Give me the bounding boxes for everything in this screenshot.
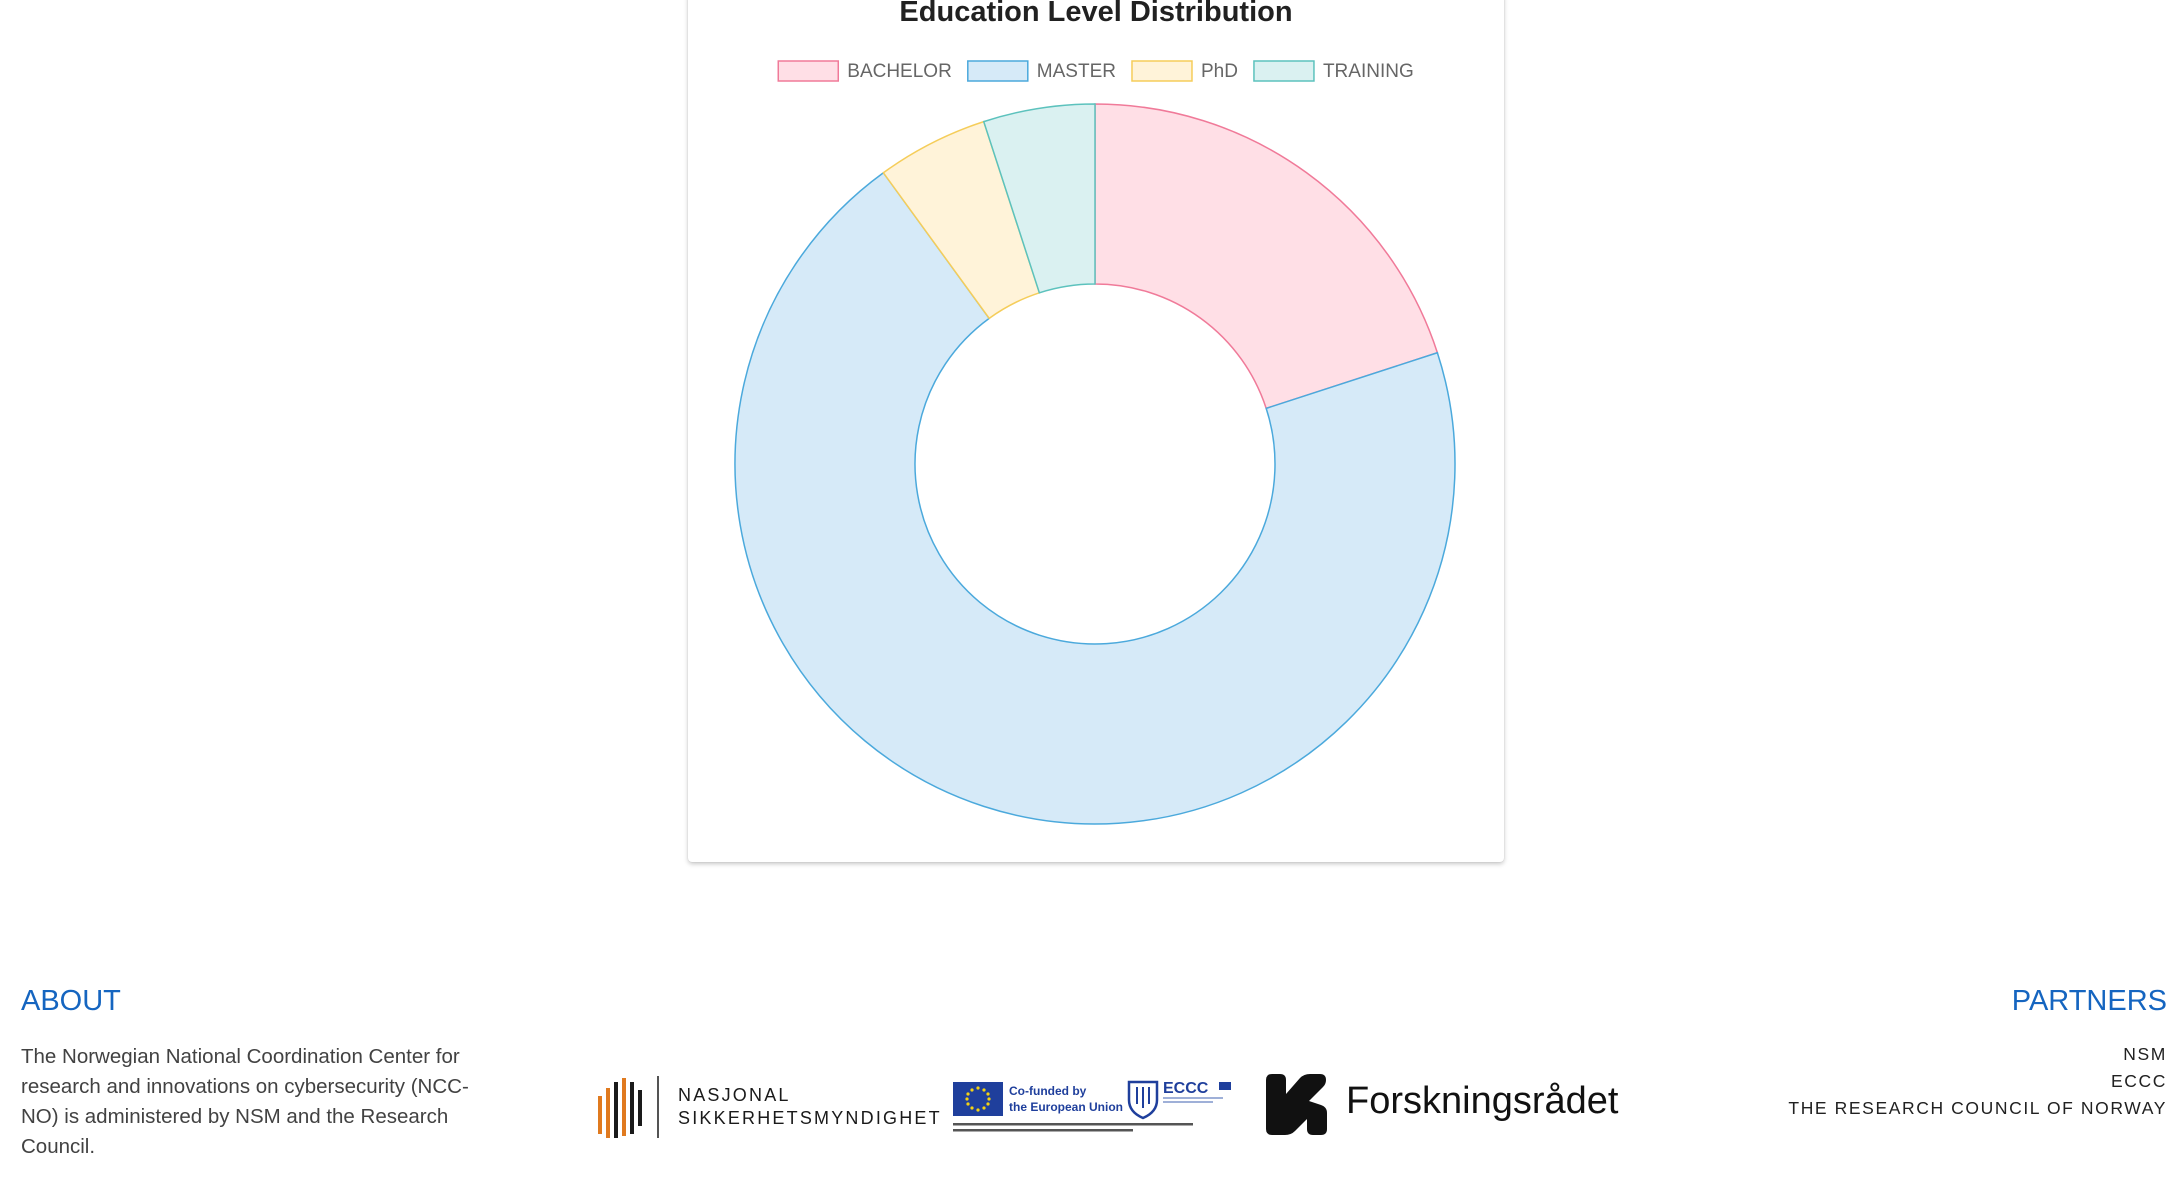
doughnut-chart: BACHELOR MASTER PhD TRAINING — [734, 60, 1456, 825]
legend-swatch-master[interactable] — [967, 60, 1029, 82]
slice-training[interactable] — [982, 103, 1096, 294]
eu-eccc-logo[interactable]: Co-funded by the European Union ECCC — [953, 1078, 1238, 1138]
svg-text:ECCC: ECCC — [1163, 1080, 1209, 1097]
nsm-logo[interactable]: NASJONAL SIKKERHETSMYNDIGHET — [596, 1074, 940, 1140]
forskningsradet-logo-text: Forskningsrådet — [1346, 1080, 1619, 1122]
legend-swatch-training[interactable] — [1253, 60, 1315, 82]
partner-item-eccc[interactable]: ECCC — [2111, 1071, 2167, 1091]
forskningsradet-emblem-icon — [1266, 1074, 1327, 1135]
partners-heading: PARTNERS — [2011, 985, 2167, 1017]
legend-label-master[interactable]: MASTER — [1037, 61, 1116, 82]
partner-item-research-council[interactable]: THE RESEARCH COUNCIL OF NORWAY — [1788, 1098, 2167, 1118]
legend-label-phd[interactable]: PhD — [1201, 61, 1238, 82]
svg-text:the European Union: the European Union — [1009, 1100, 1123, 1114]
about-text: The Norwegian National Coordination Cent… — [21, 1045, 469, 1158]
chart-card: Education Level Distribution BACHELOR MAS… — [688, 0, 1504, 862]
nsm-emblem-icon — [598, 1076, 659, 1138]
partner-item-nsm[interactable]: NSM — [2123, 1044, 2167, 1064]
svg-text:Co-funded by: Co-funded by — [1009, 1084, 1087, 1098]
eu-flag-icon: Co-funded by the European Union ECCC — [953, 1080, 1231, 1132]
chart-title: Education Level Distribution — [899, 0, 1293, 28]
legend-label-training[interactable]: TRAINING — [1323, 61, 1414, 82]
eccc-shield-icon — [1127, 1080, 1159, 1120]
slice-master[interactable] — [734, 171, 1456, 825]
legend-swatch-phd[interactable] — [1131, 60, 1193, 82]
forskningsradet-logo[interactable]: Forskningsrådet — [1264, 1072, 1618, 1138]
nsm-logo-text: NASJONAL SIKKERHETSMYNDIGHET — [678, 1085, 942, 1128]
slice-bachelor[interactable] — [1094, 103, 1439, 410]
partners-list: NSM ECCC THE RESEARCH COUNCIL OF NORWAY — [1788, 1041, 2167, 1122]
legend-label-bachelor[interactable]: BACHELOR — [847, 61, 952, 82]
about-heading: ABOUT — [21, 985, 121, 1017]
legend-swatch-bachelor[interactable] — [777, 60, 840, 82]
